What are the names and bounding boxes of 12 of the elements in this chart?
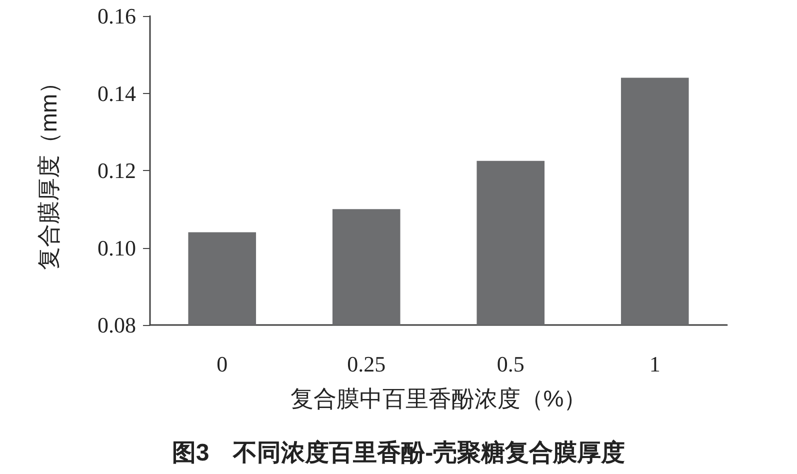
x-tick-label: 0.5 [496, 352, 524, 376]
x-axis-title: 复合膜中百里香酚浓度（%） [290, 386, 587, 412]
y-axis-title: 复合膜厚度（mm） [36, 70, 62, 270]
x-tick-label: 0 [216, 352, 228, 376]
y-tick-label: 0.16 [98, 4, 136, 28]
y-tick-label: 0.10 [98, 235, 136, 260]
y-tick-label: 0.08 [98, 312, 136, 338]
x-tick-label: 1 [649, 352, 660, 376]
text: 图3 不同浓度百里香酚-壳聚糖复合膜厚度 [172, 440, 626, 466]
y-tick-label: 0.12 [98, 158, 136, 183]
x-tick-label: 0.25 [347, 352, 386, 376]
y-tick-label: 0.14 [98, 80, 136, 106]
